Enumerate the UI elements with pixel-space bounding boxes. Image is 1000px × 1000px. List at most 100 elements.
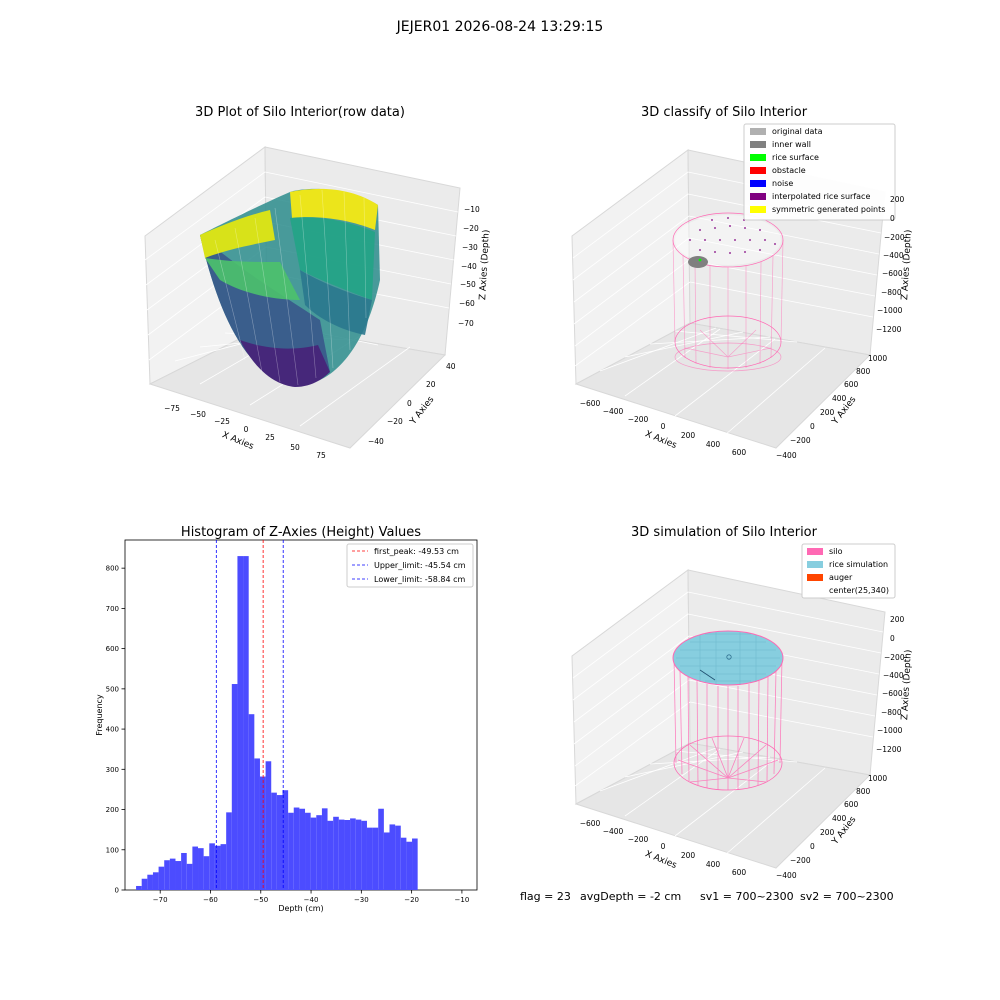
histogram-bar [237, 556, 244, 890]
raw-xtick: 0 [244, 425, 249, 434]
legend-swatch [750, 206, 766, 213]
raw-xtick: −25 [214, 417, 230, 426]
classify-ztick: −600 [882, 269, 903, 278]
histogram-bar [327, 820, 334, 890]
histogram-bar [276, 795, 283, 890]
histogram-bars [136, 556, 418, 890]
simulation-silo-wireframe [673, 657, 783, 791]
histogram-bar [198, 848, 204, 890]
histogram-bar [400, 837, 407, 890]
classify-xtick: 200 [681, 431, 696, 440]
x-tick-label: −30 [354, 896, 369, 904]
status-footer: flag = 23 avgDepth = -2 cm sv1 = 700~230… [520, 890, 894, 903]
histogram-bar [338, 819, 345, 890]
histogram-bar [158, 866, 165, 890]
sim-ztick: −800 [881, 708, 902, 717]
raw-ytick: 40 [446, 362, 456, 371]
classify-xtick: 400 [706, 440, 721, 449]
raw-ztick: −50 [460, 280, 476, 289]
sim-xtick: −600 [580, 819, 601, 828]
sim-xtick: 200 [681, 851, 696, 860]
histogram-bar [209, 843, 215, 890]
y-tick-label: 300 [106, 766, 119, 774]
simulation-legend: silo rice simulation auger center(25,340… [801, 543, 896, 599]
legend-label: auger [829, 573, 853, 582]
raw-ytick: 20 [426, 380, 436, 389]
raw-ztick: −20 [463, 224, 479, 233]
x-tick-label: −20 [404, 896, 419, 904]
flag-text: flag = 23 [520, 890, 571, 903]
histogram-bar [293, 807, 300, 890]
histogram-x-ticks: −70 −60 −50 −40 −30 −20 −10 [153, 890, 469, 904]
auger-line [699, 669, 716, 681]
legend-swatch [750, 154, 766, 161]
legend-swatch [750, 128, 766, 135]
histogram-bar [361, 820, 367, 890]
raw-ztick: −70 [458, 319, 474, 328]
histogram-bar [152, 872, 159, 890]
histogram-bar [389, 824, 396, 890]
histogram-bar [259, 776, 266, 890]
sim-ytick: 1000 [868, 774, 887, 783]
sim-xtick: 600 [732, 868, 747, 877]
raw-data-panel: 3D Plot of Silo Interior(row data) [144, 105, 492, 460]
simulation-3d-axes-box [571, 569, 886, 869]
histogram-bar [310, 817, 317, 890]
classify-ytick: 600 [844, 380, 859, 389]
classify-xtick: 600 [732, 448, 747, 457]
raw-xtick: −50 [190, 410, 206, 419]
x-tick-label: −50 [253, 896, 268, 904]
sim-ztick: −600 [882, 689, 903, 698]
sim-ytick: 400 [832, 814, 847, 823]
raw-xtick: 75 [316, 451, 326, 460]
histogram-bar [169, 858, 176, 890]
sim-xtick: 400 [706, 860, 721, 869]
y-tick-label: 100 [106, 846, 119, 854]
legend-label: first_peak: -49.53 cm [374, 547, 459, 556]
raw-ytick: −20 [387, 417, 403, 426]
classify-zlabel: Z Axies (Depth) [900, 229, 914, 300]
histogram-bar [192, 846, 199, 890]
simulation-rice-surface [672, 630, 784, 686]
raw-ztick: −10 [464, 205, 480, 214]
histogram-bar [271, 792, 277, 890]
histogram-xlabel: Depth (cm) [278, 904, 323, 913]
histogram-bar [231, 684, 238, 890]
histogram-bar [265, 761, 272, 890]
histogram-bar [175, 861, 182, 890]
classify-ytick: −400 [776, 451, 797, 460]
classify-ytick: 1000 [868, 354, 887, 363]
histogram-bar [203, 856, 210, 890]
histogram-ylabel: Frequency [95, 694, 104, 736]
sim-xtick: 0 [661, 842, 666, 851]
classify-axis-labels: −600 −400 −200 0 200 400 600 X Axies 100… [580, 195, 914, 460]
classify-xtick: −200 [628, 415, 649, 424]
sim-ytick: 600 [844, 800, 859, 809]
histogram-bar [350, 818, 356, 890]
center-marker [726, 654, 732, 660]
legend-label: symmetric generated points [772, 205, 885, 214]
raw-panel-title: 3D Plot of Silo Interior(row data) [195, 105, 405, 120]
histogram-bar [333, 816, 339, 890]
sim-ztick: −1000 [877, 726, 903, 735]
raw-ztick: −30 [462, 243, 478, 252]
classify-ztick: −200 [884, 233, 905, 242]
histogram-panel: Histogram of Z-Axies (Height) Values −70… [95, 525, 478, 913]
legend-swatch [750, 180, 766, 187]
histogram-bar [220, 844, 227, 890]
classify-legend: original data inner wall rice surface ob… [743, 123, 896, 221]
raw-ytick: −40 [368, 437, 384, 446]
legend-label: silo [829, 547, 843, 556]
sim-xtick: −200 [628, 835, 649, 844]
raw-ztick: −60 [459, 299, 475, 308]
histogram-bar [406, 841, 413, 890]
histogram-bar [372, 827, 379, 890]
legend-label: original data [772, 127, 823, 136]
histogram-bar [412, 838, 418, 890]
y-tick-label: 500 [106, 685, 119, 693]
histogram-bar [136, 885, 142, 890]
histogram-bar [282, 790, 289, 890]
classify-panel-title: 3D classify of Silo Interior [641, 105, 808, 120]
histogram-bar [181, 852, 187, 890]
sim-zlabel: Z Axies (Depth) [900, 649, 914, 720]
